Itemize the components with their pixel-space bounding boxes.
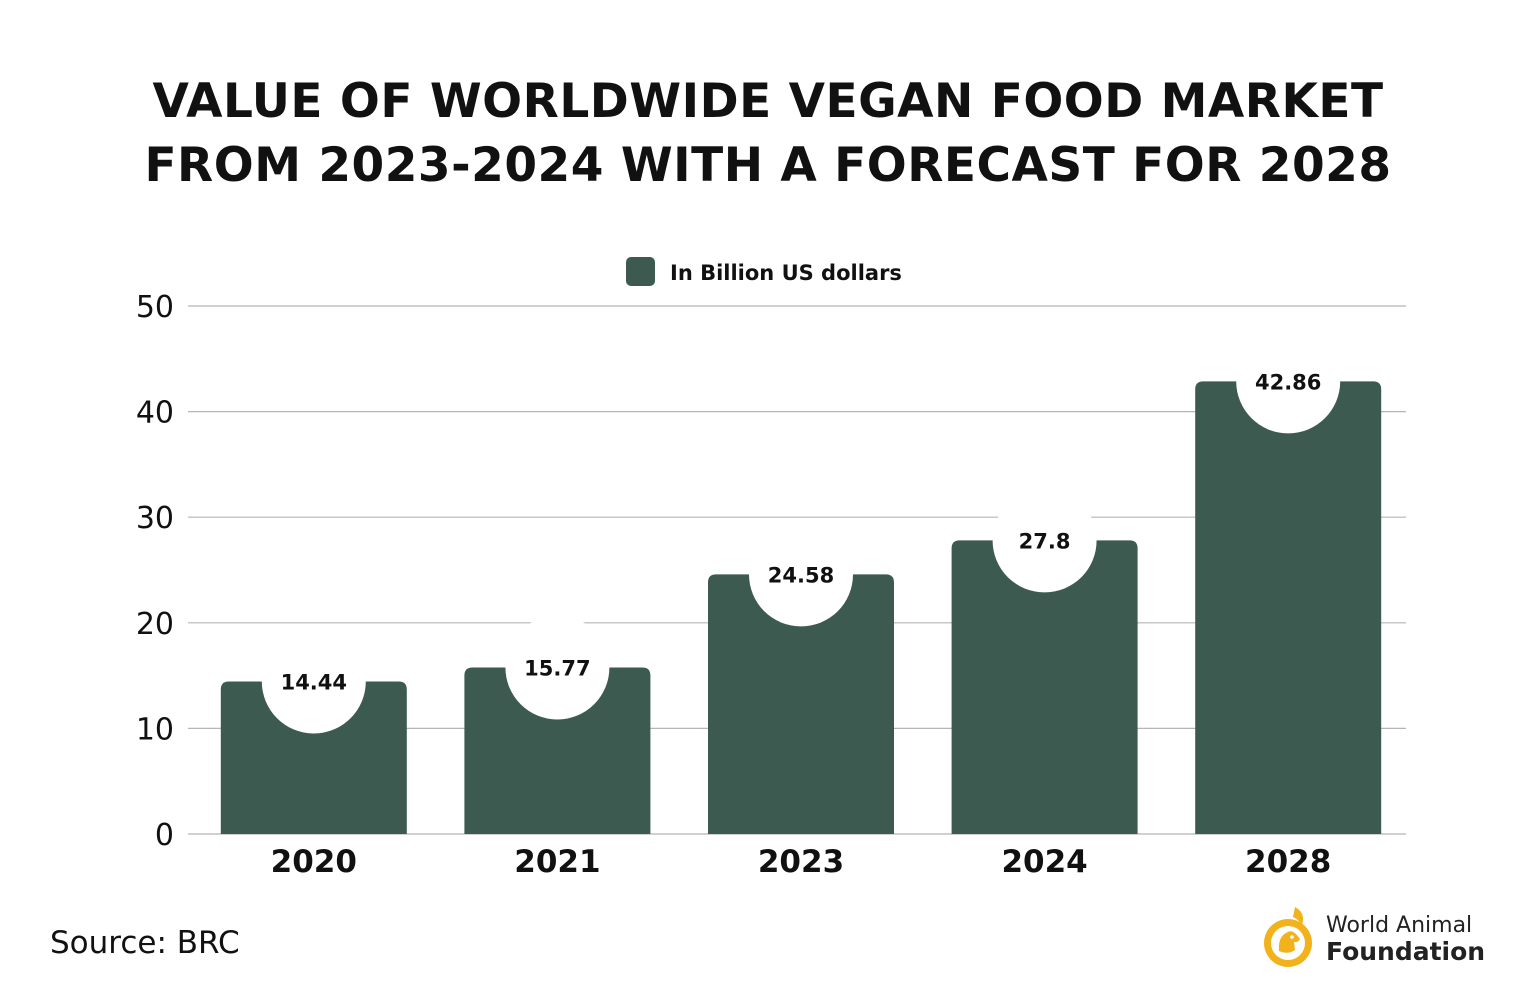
bar-2024: [951, 540, 1138, 834]
bars: 14.44 15.77 24.58 27.8 42.86: [220, 329, 1382, 834]
value-label-badge: [749, 522, 853, 627]
legend-label: In Billion US dollars: [670, 261, 902, 285]
y-tick-label: 10: [136, 712, 174, 747]
brand-name-line-1: World Animal: [1326, 913, 1473, 938]
y-tick-label: 30: [136, 501, 174, 536]
legend-swatch: [626, 257, 655, 286]
value-label-badge: [992, 488, 1097, 593]
value-label-badge: [505, 615, 610, 720]
value-label-badge: [1236, 329, 1341, 434]
brand-logo: World Animal Foundation: [1262, 903, 1502, 975]
source-note: Source: BRC: [50, 925, 240, 961]
y-tick-label: 50: [136, 290, 174, 325]
bar-2023: [708, 574, 894, 834]
dog-icon: [1264, 907, 1312, 967]
chart-title-line-1: VALUE OF WORLDWIDE VEGAN FOOD MARKET: [152, 74, 1384, 129]
value-label-badge: [261, 629, 366, 734]
brand-name-line-2: Foundation: [1326, 937, 1486, 966]
y-tick-label: 20: [136, 607, 174, 642]
x-tick-label: 2028: [1245, 844, 1331, 880]
value-label: 27.8: [1019, 529, 1071, 553]
bar-2021: [464, 667, 651, 834]
value-label: 42.86: [1255, 370, 1321, 394]
bar-2028: [1195, 381, 1382, 834]
x-tick-label: 2023: [758, 844, 844, 880]
y-tick-label: 40: [136, 396, 174, 431]
x-tick-label: 2020: [271, 844, 357, 880]
x-axis-ticks: 2020 2021 2023 2024 2028: [271, 844, 1332, 880]
chart-title: VALUE OF WORLDWIDE VEGAN FOOD MARKET FRO…: [0, 70, 1536, 198]
y-tick-label: 0: [155, 818, 174, 853]
bar-2020: [220, 681, 407, 834]
legend: In Billion US dollars: [626, 257, 902, 286]
x-tick-label: 2024: [1001, 844, 1087, 880]
value-label: 24.58: [768, 563, 834, 587]
chart-title-line-2: FROM 2023-2024 WITH A FORECAST FOR 2028: [144, 138, 1392, 193]
value-label: 15.77: [524, 656, 590, 680]
y-axis-ticks: 0 10 20 30 40 50: [136, 290, 174, 853]
value-label: 14.44: [281, 671, 347, 695]
x-tick-label: 2021: [514, 844, 600, 880]
